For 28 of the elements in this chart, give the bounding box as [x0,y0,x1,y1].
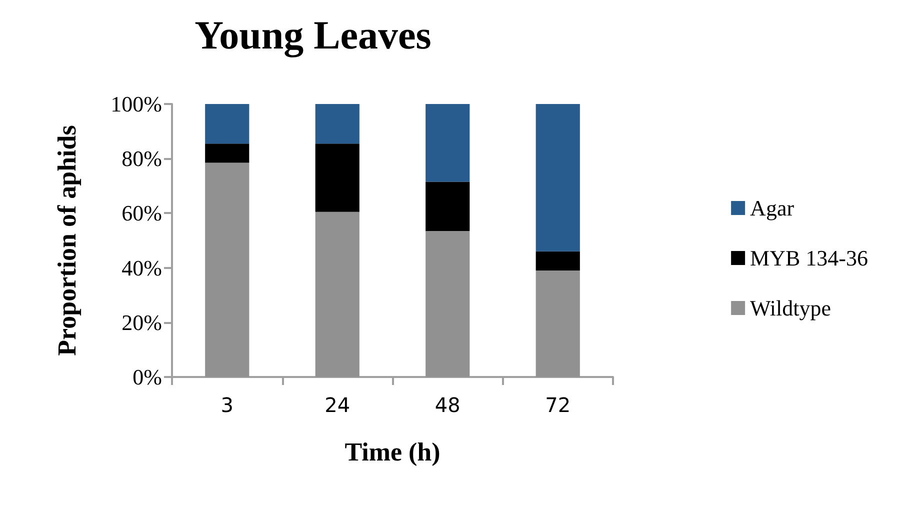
x-axis-title: Time (h) [344,438,440,466]
y-tick-label: 0% [132,364,162,390]
bar [205,104,250,144]
bar [426,230,470,377]
bar [536,104,580,252]
y-tick-label: 60% [122,200,162,226]
x-tick-label: 72 [545,393,571,417]
y-tick-label: 40% [122,255,162,280]
bar [536,270,580,377]
bar [426,182,470,231]
bar [205,162,250,377]
bar [536,251,580,271]
y-tick-label: 80% [122,146,162,172]
bar [315,104,360,144]
x-tick-label: 3 [220,393,234,417]
chart-title: Young Leaves [194,12,432,58]
bar [315,144,360,212]
legend-label: MYB 134-36 [750,246,868,270]
y-tick-label: 20% [122,310,162,335]
legend-label: Agar [750,196,795,220]
y-axis-title: Proportion of aphids [52,125,82,356]
y-tick-label: 100% [110,92,162,116]
bar [315,212,360,377]
bar [205,144,250,163]
bar [426,104,470,182]
x-tick-label: 48 [434,393,460,417]
legend-label: Wildtype [750,296,832,320]
x-tick-label: 24 [324,393,350,417]
